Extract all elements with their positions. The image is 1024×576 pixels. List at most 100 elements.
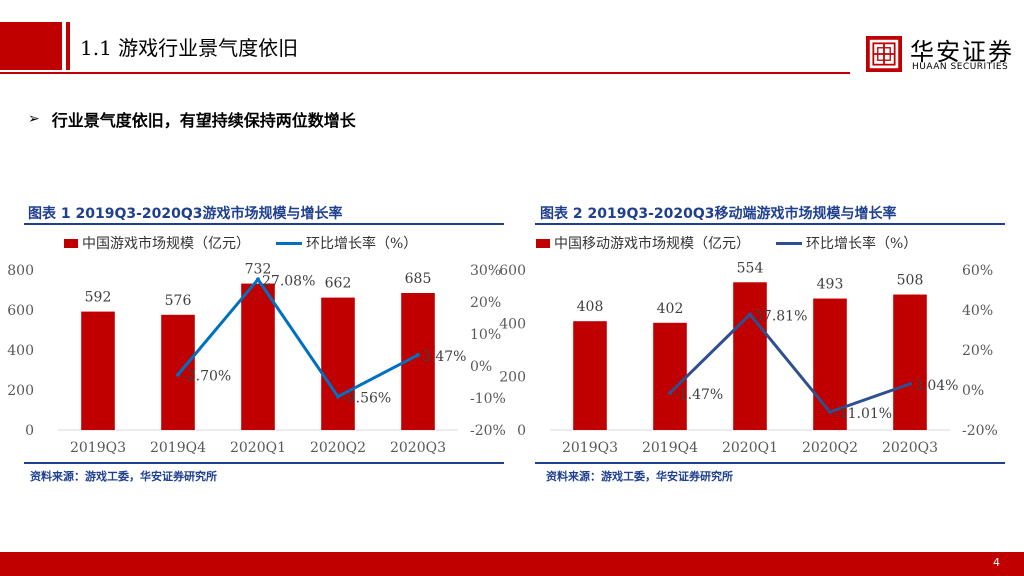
chart2-source-rule <box>535 462 1005 464</box>
line-data-label: 3.47% <box>422 349 466 365</box>
line-data-label: 37.81% <box>754 308 807 324</box>
legend-label: 中国移动游戏市场规模（亿元） <box>554 236 750 252</box>
y-right-tick-label: 20% <box>962 343 993 359</box>
bar-data-label: 402 <box>657 301 684 317</box>
legend-bar-swatch <box>64 238 78 248</box>
line-data-label: -1.47% <box>674 387 723 403</box>
x-tick-label: 2020Q2 <box>310 440 366 456</box>
growth-rate-line <box>668 312 911 414</box>
x-tick-label: 2019Q4 <box>642 440 698 456</box>
y-left-tick-label: 400 <box>499 316 526 332</box>
bar-data-label: 508 <box>897 273 924 289</box>
line-data-label: 3.04% <box>914 378 958 394</box>
bar <box>81 311 115 430</box>
line-data-label: 27.08% <box>262 273 315 289</box>
bar-data-label: 732 <box>245 262 272 278</box>
growth-rate-point <box>176 372 180 377</box>
y-left-tick-label: 200 <box>499 370 526 386</box>
chart1-legend: 中国游戏市场规模（亿元） 环比增长率（%） <box>64 233 443 253</box>
chart1-legend-bar: 中国游戏市场规模（亿元） <box>64 233 250 253</box>
legend-label: 环比增长率（%） <box>306 236 418 252</box>
chart2-legend-line: 环比增长率（%） <box>776 233 917 253</box>
line-data-label: -9.56% <box>342 391 391 407</box>
x-tick-label: 2020Q2 <box>802 440 858 456</box>
chart2-legend-bar: 中国移动游戏市场规模（亿元） <box>536 233 750 253</box>
x-tick-label: 2020Q1 <box>230 440 286 456</box>
bar-data-label: 592 <box>85 290 112 306</box>
header-accent-block <box>0 22 62 70</box>
chart1-caption: 图表 1 2019Q3-2020Q3游戏市场规模与增长率 <box>28 206 343 222</box>
growth-rate-point <box>416 352 420 357</box>
y-right-tick-label: -20% <box>470 423 506 439</box>
headline-text: 行业景气度依旧，有望持续保持两位数增长 <box>51 111 356 130</box>
y-right-tick-label: 10% <box>470 327 501 343</box>
y-right-tick-label: 20% <box>470 295 501 311</box>
x-tick-label: 2019Q3 <box>70 440 126 456</box>
company-logo: 华安证券 HUAAN SECURITIES <box>866 36 1016 76</box>
page-number: 4 <box>993 556 1000 569</box>
y-left-tick-label: 0 <box>517 423 526 439</box>
y-left-tick-label: 600 <box>7 303 34 319</box>
bar-data-label: 408 <box>577 299 604 315</box>
legend-label: 环比增长率（%） <box>806 236 918 252</box>
growth-rate-point <box>668 390 672 395</box>
x-tick-label: 2019Q4 <box>150 440 206 456</box>
x-tick-label: 2019Q3 <box>562 440 618 456</box>
legend-line-swatch <box>276 241 302 245</box>
chart1-caption-rule <box>24 223 504 225</box>
bar <box>241 283 275 430</box>
y-left-tick-label: 0 <box>25 423 34 439</box>
growth-rate-point <box>908 381 912 386</box>
chart1-source-rule <box>24 462 504 464</box>
chart2-legend: 中国移动游戏市场规模（亿元） 环比增长率（%） <box>536 233 943 253</box>
growth-rate-point <box>748 312 752 317</box>
chart2-svg: 0 200 400 600 -20% 0% 20% 40% 60% 408 2019Q3 402 201… <box>499 260 998 456</box>
y-right-tick-label: 0% <box>962 383 984 399</box>
logo-mark-icon <box>866 36 902 72</box>
page-title: 1.1 游戏行业景气度依旧 <box>80 35 299 60</box>
title-bar: 1.1 游戏行业景气度依旧 <box>66 22 856 70</box>
logo-english-text: HUAAN SECURITIES <box>912 62 1009 72</box>
growth-rate-line <box>176 276 419 399</box>
legend-line-swatch <box>776 241 802 245</box>
headline-row: ➢ 行业景气度依旧，有望持续保持两位数增长 <box>28 107 356 131</box>
chart1-svg: 0 200 400 600 800 -20% -10% 0% 10% 20% 30% 592 2019Q… <box>7 262 506 456</box>
y-right-tick-label: 40% <box>962 303 993 319</box>
line-data-label: -2.70% <box>182 369 231 385</box>
chart2-caption-rule <box>535 223 1005 225</box>
bar <box>573 321 607 430</box>
chart2-source: 资料来源：游戏工委，华安证券研究所 <box>546 470 733 483</box>
arrow-bullet-icon: ➢ <box>28 111 40 127</box>
logo-chinese-text: 华安证券 <box>910 38 1014 66</box>
growth-rate-point <box>828 410 832 415</box>
footer-bar: 4 <box>0 552 1024 576</box>
bar <box>893 294 927 430</box>
growth-rate-point <box>336 394 340 399</box>
y-left-tick-label: 400 <box>7 343 34 359</box>
title-accent <box>66 22 70 70</box>
y-right-tick-label: -20% <box>962 423 998 439</box>
chart1-source: 资料来源：游戏工委，华安证券研究所 <box>30 470 217 483</box>
y-right-tick-label: 60% <box>962 263 993 279</box>
growth-rate-point <box>256 277 260 282</box>
bar <box>733 282 767 430</box>
x-tick-label: 2020Q3 <box>390 440 446 456</box>
y-left-tick-label: 200 <box>7 383 34 399</box>
y-right-tick-label: -10% <box>470 391 506 407</box>
line-data-label: -11.01% <box>834 406 892 422</box>
bar-data-label: 685 <box>405 271 432 287</box>
header-rule <box>0 72 850 74</box>
chart2-caption: 图表 2 2019Q3-2020Q3移动端游戏市场规模与增长率 <box>540 206 897 222</box>
bar <box>653 322 687 430</box>
bar-data-label: 576 <box>165 293 192 309</box>
chart1-legend-line: 环比增长率（%） <box>276 233 417 253</box>
x-tick-label: 2020Q3 <box>882 440 938 456</box>
legend-label: 中国游戏市场规模（亿元） <box>82 236 250 252</box>
y-left-tick-label: 800 <box>7 263 34 279</box>
x-tick-label: 2020Q1 <box>722 440 778 456</box>
y-right-tick-label: 30% <box>470 263 501 279</box>
y-right-tick-label: 0% <box>470 359 492 375</box>
bar-data-label: 493 <box>817 277 844 293</box>
bar-data-label: 554 <box>737 260 764 276</box>
y-left-tick-label: 600 <box>499 263 526 279</box>
